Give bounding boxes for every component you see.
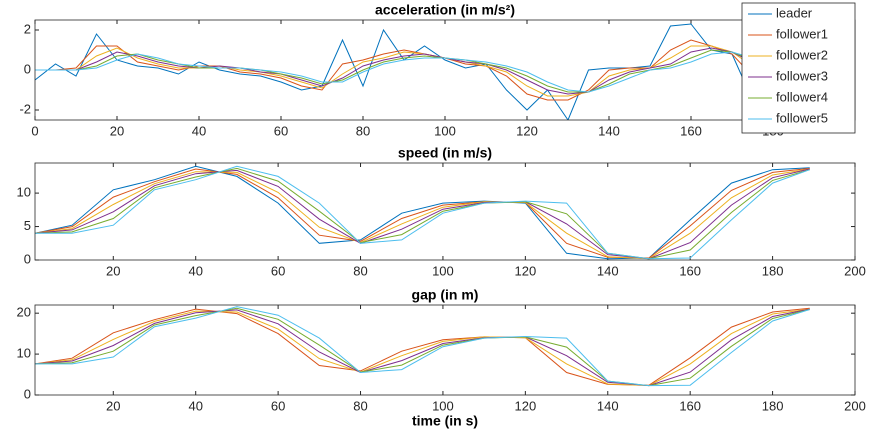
series-line — [35, 23, 807, 120]
series-line — [35, 168, 810, 260]
y-tick-label: 10 — [17, 185, 31, 200]
chart-title: gap (in m) — [412, 287, 479, 303]
y-tick-label: 2 — [24, 21, 31, 36]
legend-label: follower1 — [776, 26, 828, 41]
x-tick-label: 160 — [680, 123, 702, 138]
x-tick-label: 20 — [106, 398, 120, 413]
x-tick-label: 120 — [515, 263, 537, 278]
series-line — [35, 307, 810, 387]
x-tick-label: 80 — [353, 398, 367, 413]
y-tick-label: 0 — [24, 61, 31, 76]
chart-title: acceleration (in m/s²) — [375, 2, 515, 18]
series-line — [35, 47, 806, 95]
x-tick-label: 20 — [110, 123, 124, 138]
x-tick-label: 20 — [106, 263, 120, 278]
x-tick-label: 60 — [274, 123, 288, 138]
legend-box — [741, 2, 856, 134]
x-tick-label: 200 — [844, 398, 866, 413]
x-tick-label: 140 — [597, 398, 619, 413]
x-tick-label: 160 — [679, 398, 701, 413]
series-line — [35, 49, 806, 93]
legend-label: leader — [776, 5, 813, 20]
y-tick-label: 20 — [17, 305, 31, 320]
series-line — [35, 51, 806, 93]
x-tick-label: 40 — [188, 398, 202, 413]
series-line — [35, 165, 810, 260]
legend-label: follower5 — [776, 110, 828, 125]
x-tick-label: 200 — [844, 263, 866, 278]
legend-label: follower2 — [776, 47, 828, 62]
series-line — [35, 306, 810, 387]
series-line — [35, 168, 810, 260]
axes-box — [34, 304, 856, 396]
legend-label: follower3 — [776, 68, 828, 83]
x-tick-label: 100 — [432, 263, 454, 278]
x-tick-label: 0 — [31, 123, 38, 138]
y-tick-label: 5 — [24, 218, 31, 233]
x-tick-label: 60 — [271, 398, 285, 413]
x-tick-label: 180 — [762, 263, 784, 278]
x-tick-label: 60 — [271, 263, 285, 278]
x-axis-label: time (in s) — [412, 413, 478, 429]
x-tick-label: 40 — [192, 123, 206, 138]
y-tick-label: 0 — [24, 386, 31, 401]
series-line — [35, 165, 810, 260]
y-tick-label: -2 — [19, 101, 31, 116]
series-line — [35, 308, 810, 387]
x-tick-label: 140 — [597, 263, 619, 278]
x-tick-label: 120 — [515, 398, 537, 413]
y-tick-label: 10 — [17, 346, 31, 361]
series-line — [35, 308, 810, 387]
x-tick-label: 80 — [353, 263, 367, 278]
legend-label: follower4 — [776, 89, 828, 104]
x-tick-label: 180 — [762, 398, 784, 413]
x-tick-label: 160 — [679, 263, 701, 278]
chart-title: speed (in m/s) — [398, 145, 492, 161]
y-tick-label: 0 — [24, 251, 31, 266]
x-tick-label: 80 — [356, 123, 370, 138]
x-tick-label: 100 — [434, 123, 456, 138]
series-line — [35, 167, 810, 260]
series-line — [35, 167, 810, 259]
x-tick-label: 40 — [188, 263, 202, 278]
plot-area — [35, 20, 855, 120]
x-tick-label: 140 — [598, 123, 620, 138]
x-tick-label: 120 — [516, 123, 538, 138]
series-line — [35, 307, 810, 386]
x-tick-label: 100 — [432, 398, 454, 413]
axes-box — [34, 162, 856, 261]
